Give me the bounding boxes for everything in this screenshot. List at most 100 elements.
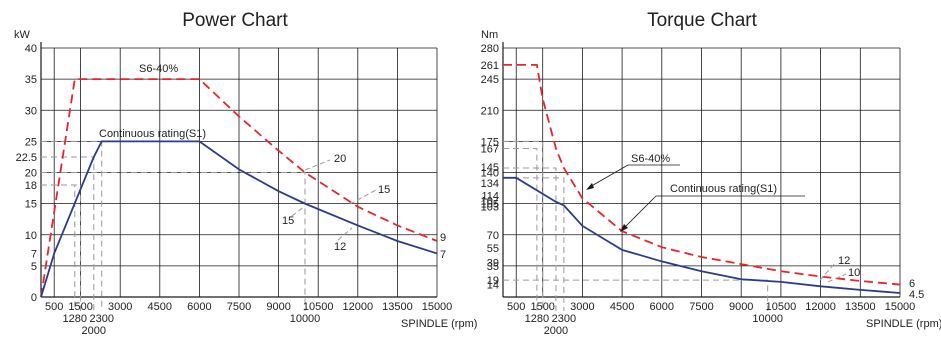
annotation-label: 6 [909,278,915,290]
x-tick-label: 10500 [303,301,334,313]
y-tick-label: 145 [481,162,499,174]
x-tick-label-extra: 2000 [82,325,106,337]
x-tick-label: 4500 [610,301,634,313]
series-line-s6 [503,63,901,286]
series-label-s6: S6-40% [631,153,670,165]
annotation-leader [304,159,331,171]
x-tick-label: 3000 [570,301,594,313]
x-tick-label-extra: 10000 [752,313,783,325]
y-tick-label: 35 [25,74,37,86]
annotation-label: 4.5 [909,289,924,301]
x-tick-label-extra: 1280 [525,313,549,325]
y-tick-label: 70 [487,230,499,242]
guide-line [41,140,103,311]
x-tick-label: 13500 [382,301,413,313]
annotation-label: 10 [848,267,860,279]
y-tick-label: 25 [25,136,37,148]
y-tick-label: 210 [481,105,499,117]
y-tick-label: 5 [31,261,37,273]
y-tick-label: 261 [481,60,499,72]
y-tick-label: 30 [25,105,37,117]
x-tick-label: 7500 [227,301,251,313]
series-label-s6: S6-40% [139,63,178,75]
y-tick-label: 14 [487,280,499,292]
guide-line [503,147,538,311]
series-line-s1 [503,176,901,294]
x-tick-label-extra: 2000 [544,325,568,337]
annotation-label: 20 [334,153,346,165]
x-tick-label: 7500 [689,301,713,313]
y-tick-label: 280 [481,43,499,55]
y-tick-label: 15 [25,199,37,211]
y-tick-label: 10 [25,230,37,242]
series-line-s6 [40,78,438,298]
y-tick-label: 19 [487,275,499,287]
guide-line [41,156,95,311]
x-tick-label: 500 [45,301,63,313]
guide-line [41,184,82,311]
annotation-leader [349,189,377,205]
x-tick-label: 6000 [650,301,674,313]
series-label-s1: Continuous rating(S1) [670,183,777,195]
x-tick-label-extra: 10000 [290,313,321,325]
legend-arrow [586,183,594,190]
annotation-label: 12 [334,241,346,253]
y-tick-label: 20 [25,168,37,180]
annotation-leader [819,261,837,281]
annotation-leader [291,205,306,217]
y-unit-label: kW [14,29,31,41]
x-tick-label: 10500 [766,301,797,313]
x-tick-label: 12000 [343,301,374,313]
y-tick-label: 107 [481,196,499,208]
x-tick-label: 9000 [729,301,753,313]
annotation-label: 15 [282,215,294,227]
x-tick-label: 3000 [108,301,132,313]
y-tick-label: 245 [481,74,499,86]
annotation-leader [337,227,353,241]
series-line-s1 [40,140,438,298]
guide-line [503,167,557,311]
x-tick-label: 1500 [530,301,554,313]
annotation-label: 9 [440,232,446,244]
annotation-label: 7 [440,249,446,261]
y-tick-label: 22.5 [16,152,37,164]
series-label-s1: Continuous rating(S1) [99,128,206,140]
x-tick-label: 15000 [885,301,916,313]
x-axis-title: SPINDLE (rpm) [866,318,941,330]
x-tick-label: 12000 [805,301,836,313]
x-tick-label: 500 [507,301,525,313]
guide-line [503,177,565,311]
legend-arrow [620,224,628,232]
y-tick-label: 7 [31,248,37,260]
x-tick-label: 6000 [187,301,211,313]
y-tick-label: 175 [481,136,499,148]
y-tick-label: 39 [487,257,499,269]
y-tick-label: 55 [487,243,499,255]
guide-line [503,140,544,311]
chart-title: Torque Chart [647,10,758,31]
y-tick-label: 18 [25,180,37,192]
y-tick-label: 114 [481,191,499,203]
x-tick-label-extra: 2300 [552,313,576,325]
x-tick-label-extra: 1280 [63,313,87,325]
annotation-label: 12 [838,255,850,267]
y-tick-label: 35 [487,261,499,273]
x-tick-label: 1500 [68,301,92,313]
y-tick-label: 134 [481,178,499,190]
legend-leader [587,164,629,189]
x-tick-label: 4500 [148,301,172,313]
annotation-label: 15 [378,184,390,196]
y-tick-label: 167 [481,143,499,155]
guide-line [41,172,306,311]
x-axis-title: SPINDLE (rpm) [401,318,477,330]
y-tick-label: 140 [481,168,499,180]
legend-leader [621,195,657,231]
y-unit-label: Nm [481,29,498,41]
x-tick-label-extra: 2300 [89,313,113,325]
chart-title: Power Chart [182,10,288,31]
annotation-leader [827,273,847,283]
y-tick-label: 0 [31,292,37,304]
y-tick-label: 40 [25,43,37,55]
